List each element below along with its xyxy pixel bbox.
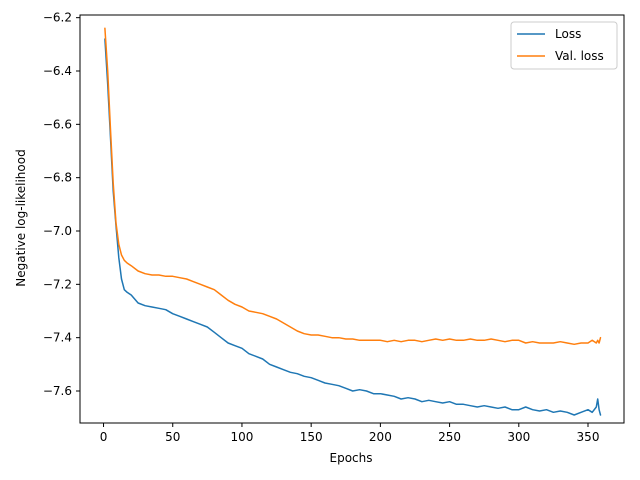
y-axis-label: Negative log-likelihood: [14, 149, 28, 286]
legend-label: Val. loss: [555, 49, 604, 63]
legend-label: Loss: [555, 27, 581, 41]
x-tick-label: 50: [165, 430, 180, 444]
x-axis-label: Epochs: [330, 451, 373, 465]
legend: Loss Val. loss: [510, 21, 618, 70]
x-tick-label: 200: [369, 430, 392, 444]
x-axis: 0 50 100 150 200 250 300 350: [100, 423, 600, 444]
plot-area: [79, 14, 625, 424]
x-tick-label: 150: [300, 430, 323, 444]
y-tick-label: −6.4: [43, 64, 72, 78]
x-tick-label: 250: [438, 430, 461, 444]
x-tick-label: 350: [577, 430, 600, 444]
y-axis: −6.2 −6.4 −6.6 −6.8 −7.0 −7.2 −7.4 −7.6: [43, 11, 80, 398]
y-tick-label: −6.2: [43, 11, 72, 25]
x-tick-label: 300: [507, 430, 530, 444]
series-line-val-loss: [104, 27, 602, 346]
y-tick-label: −7.2: [43, 277, 72, 291]
x-tick-label: 100: [231, 430, 254, 444]
plot-frame: [79, 14, 625, 424]
series-line-loss: [104, 38, 602, 416]
y-tick-label: −7.0: [43, 224, 72, 238]
y-tick-label: −6.8: [43, 171, 72, 185]
x-tick-label: 0: [100, 430, 108, 444]
y-tick-label: −7.6: [43, 384, 72, 398]
y-tick-label: −6.6: [43, 117, 72, 131]
y-tick-label: −7.4: [43, 331, 72, 345]
